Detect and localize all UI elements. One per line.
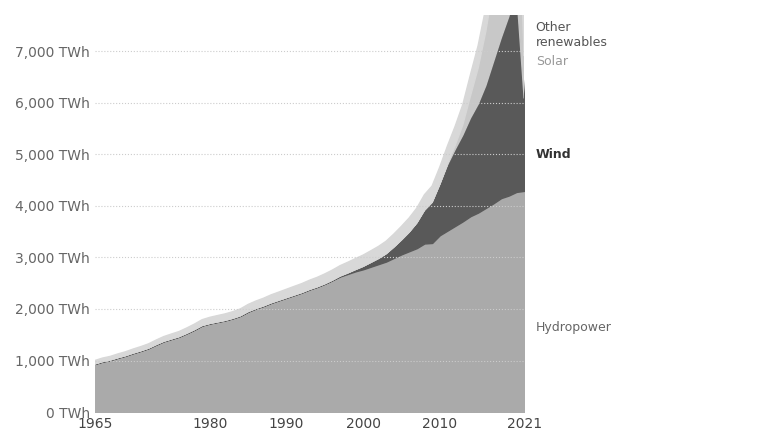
Text: Solar: Solar — [536, 55, 568, 68]
Text: Other
renewables: Other renewables — [536, 21, 607, 49]
Text: Wind: Wind — [536, 148, 572, 161]
Text: Hydropower: Hydropower — [536, 321, 612, 334]
